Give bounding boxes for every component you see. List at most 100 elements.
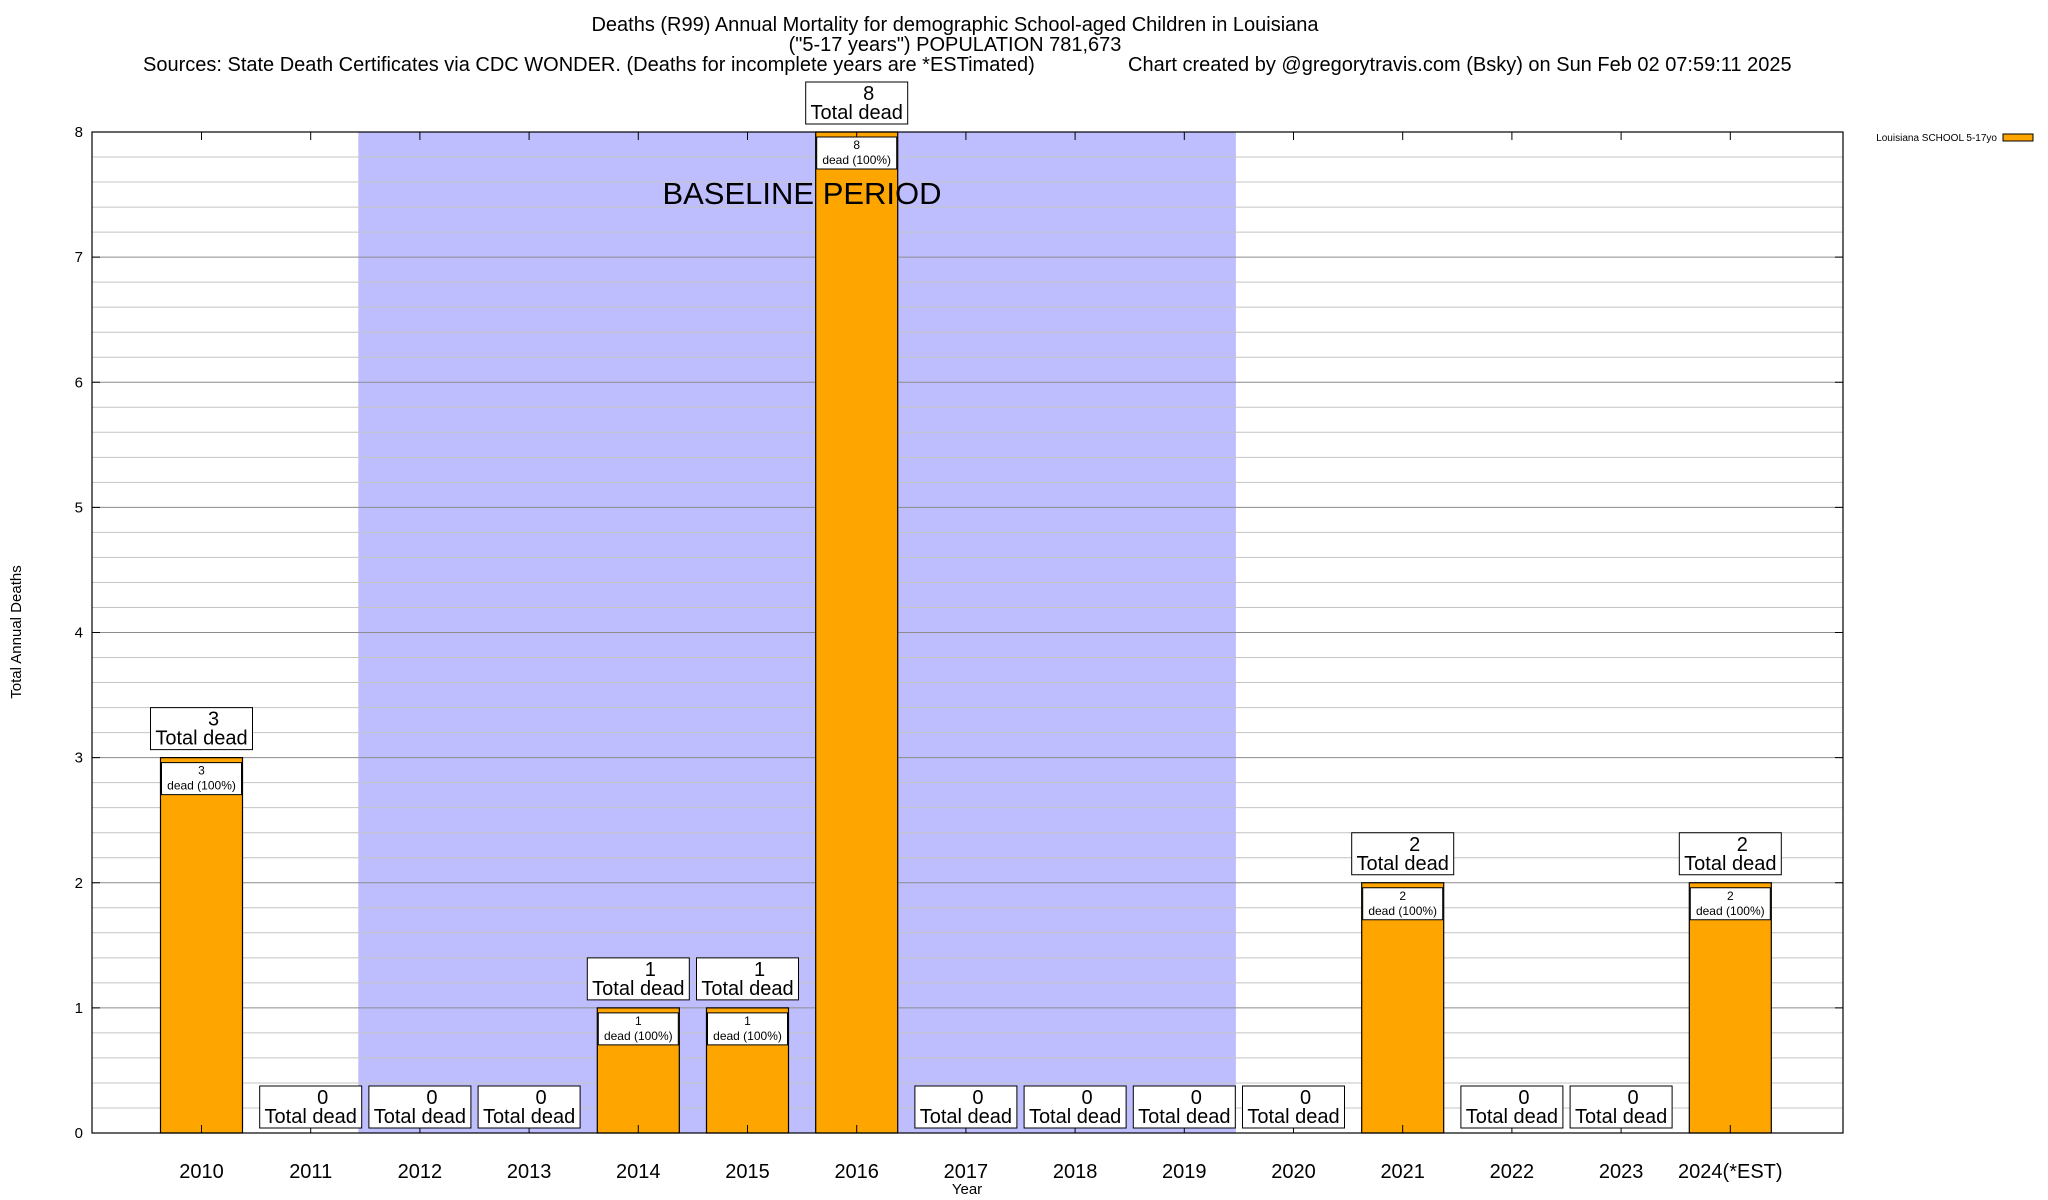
bar-inner-count: 2 [1727,889,1734,903]
total-label-box [1132,1085,1236,1129]
x-tick-label-2020: 2020 [1271,1161,1316,1183]
total-label: Total dead [592,978,684,1000]
bar-inner-label-box [597,1012,679,1046]
x-tick-label-2024(*EST): 2024(*EST) [1678,1161,1783,1183]
bar-inner-percent: dead (100%) [167,779,236,793]
total-count: 0 [1518,1087,1529,1109]
y-tick-label: 5 [75,499,83,516]
chart-title: Deaths (R99) Annual Mortality for demogr… [591,14,1319,36]
y-tick-label: 1 [75,1000,83,1017]
chart-subtitle: ("5-17 years") POPULATION 781,673 [789,34,1122,56]
y-tick-label: 7 [75,249,83,266]
total-label: Total dead [374,1106,466,1128]
y-tick-label: 2 [75,875,83,892]
total-label: Total dead [1247,1106,1339,1128]
y-tick-label: 8 [75,124,83,141]
legend-swatch [2002,133,2034,142]
y-tick-label: 3 [75,750,83,767]
total-label: Total dead [1357,853,1449,875]
bar-2016 [815,131,899,1134]
total-label: Total dead [701,978,793,1000]
total-label: Total dead [811,102,903,124]
x-axis-label: Year [952,1181,982,1198]
bar-inner-count: 2 [1399,889,1406,903]
total-count: 0 [426,1087,437,1109]
total-count: 0 [972,1087,983,1109]
x-tick-label-2021: 2021 [1380,1161,1425,1183]
total-label: Total dead [1466,1106,1558,1128]
x-tick-label-2019: 2019 [1162,1161,1207,1183]
total-label-box [696,957,799,1001]
x-tick-label-2022: 2022 [1490,1161,1535,1183]
bar-inner-percent: dead (100%) [1368,904,1437,918]
total-count: 3 [208,709,219,731]
x-tick-label-2018: 2018 [1053,1161,1098,1183]
total-label-box [477,1085,581,1129]
total-label-box [805,81,909,125]
total-label-box [368,1085,472,1129]
total-count: 0 [536,1087,547,1109]
x-tick-label-2011: 2011 [289,1161,332,1183]
total-label: Total dead [1138,1106,1230,1128]
total-label: Total dead [1575,1106,1667,1128]
total-label-box [1678,832,1782,876]
chart-sources: Sources: State Death Certificates via CD… [143,54,1035,76]
total-count: 0 [1082,1087,1093,1109]
y-tick-label: 6 [75,374,83,391]
bar-2021 [1361,882,1445,1134]
chart-credit: Chart created by @gregorytravis.com (Bsk… [1128,54,1792,76]
total-count: 0 [1191,1087,1202,1109]
total-label-box [259,1085,363,1129]
bar-inner-percent: dead (100%) [822,153,891,167]
bar-inner-count: 8 [853,138,860,152]
total-count: 0 [1628,1087,1639,1109]
total-count: 2 [1409,834,1420,856]
bar-inner-label-box [816,136,898,170]
y-axis-label: Total Annual Deaths [8,565,25,698]
x-tick-label-2023: 2023 [1599,1161,1644,1183]
bar-inner-percent: dead (100%) [1696,904,1765,918]
total-label: Total dead [1684,853,1776,875]
baseline-period-label: BASELINE PERIOD [662,176,941,211]
total-label: Total dead [920,1106,1012,1128]
total-label-box [1242,1085,1345,1129]
total-label: Total dead [265,1106,357,1128]
total-label: Total dead [155,728,247,750]
x-tick-label-2017: 2017 [944,1161,989,1183]
bar-2024(*EST) [1688,882,1772,1134]
y-tick-label: 4 [75,625,83,642]
total-label: Total dead [483,1106,575,1128]
total-label-box [150,707,253,751]
bar-inner-count: 3 [198,764,205,778]
bar-inner-label-box [161,762,242,796]
total-label: Total dead [1029,1106,1121,1128]
total-label-box [914,1085,1018,1129]
x-tick-label-2014: 2014 [616,1161,661,1183]
bar-inner-count: 1 [635,1014,642,1028]
total-count: 0 [317,1087,328,1109]
total-label-box [1351,832,1455,876]
total-count: 0 [1300,1087,1311,1109]
x-tick-label-2013: 2013 [507,1161,552,1183]
x-tick-label-2016: 2016 [834,1161,879,1183]
bar-inner-label-box [707,1012,788,1046]
bar-inner-label-box [1689,887,1771,921]
x-tick-label-2012: 2012 [398,1161,443,1183]
bar-inner-percent: dead (100%) [604,1029,673,1043]
y-tick-label: 0 [75,1125,83,1142]
total-count: 2 [1737,834,1748,856]
total-count: 1 [645,959,656,981]
total-label-box [1023,1085,1127,1129]
x-tick-label-2015: 2015 [725,1161,770,1183]
bar-inner-label-box [1362,887,1444,921]
x-tick-label-2010: 2010 [179,1161,224,1183]
total-count: 1 [754,959,765,981]
total-label-box [1569,1085,1673,1129]
bar-2010 [159,757,244,1134]
total-label-box [586,957,690,1001]
bar-inner-percent: dead (100%) [713,1029,782,1043]
bar-inner-count: 1 [744,1014,751,1028]
total-label-box [1460,1085,1564,1129]
total-count: 8 [863,83,874,105]
